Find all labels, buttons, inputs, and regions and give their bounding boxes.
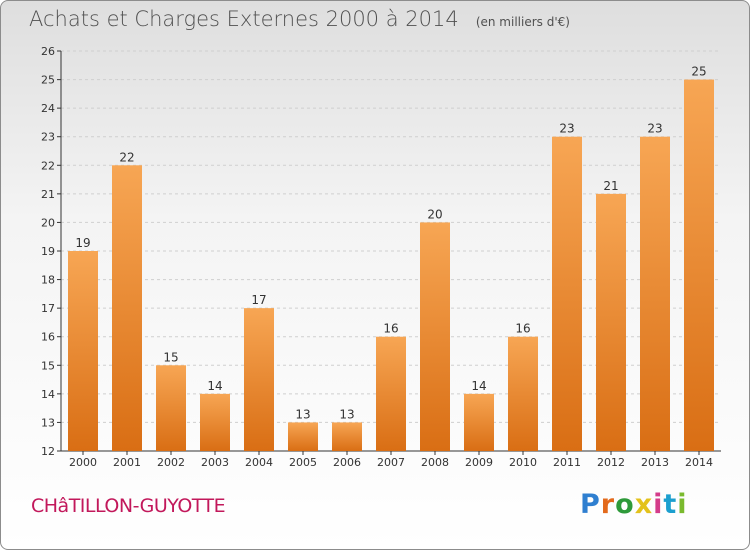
chart-title: Achats et Charges Externes 2000 à 2014 [29,7,459,31]
y-tick-label: 23 [41,131,55,144]
proxiti-logo[interactable]: Proxiti [580,489,688,520]
data-label: 19 [75,236,90,250]
bar [596,193,626,451]
x-tick-label: 2007 [377,456,405,469]
bar [288,422,318,451]
data-label: 20 [427,207,442,221]
y-tick-label: 15 [41,359,55,372]
bar [684,79,714,452]
commune-name: CHâTILLON-GUYOTTE [31,495,226,517]
data-label: 23 [559,122,574,136]
bar [332,422,362,451]
y-tick-label: 20 [41,216,55,229]
bar [156,365,186,451]
bar [640,136,670,451]
logo-letter-2: r [600,489,616,520]
data-label: 15 [163,350,178,364]
x-tick-label: 2004 [245,456,273,469]
logo-letter-5: i [653,489,664,520]
y-tick-label: 18 [41,274,55,287]
data-label: 16 [515,322,530,336]
data-label: 21 [603,179,618,193]
x-tick-label: 2001 [113,456,141,469]
x-tick-label: 2013 [641,456,669,469]
x-tick-label: 2009 [465,456,493,469]
y-tick-label: 14 [41,388,55,401]
bar [508,336,538,451]
bar [200,393,230,451]
bar [112,165,142,452]
y-tick-label: 26 [41,45,55,58]
x-tick-label: 2003 [201,456,229,469]
x-tick-label: 2012 [597,456,625,469]
logo-letter-7: i [677,489,688,520]
y-tick-label: 22 [41,159,55,172]
x-tick-label: 2006 [333,456,361,469]
x-tick-label: 2002 [157,456,185,469]
data-label: 23 [647,122,662,136]
x-tick-label: 2010 [509,456,537,469]
title-row: Achats et Charges Externes 2000 à 2014 (… [29,7,570,31]
x-tick-label: 2008 [421,456,449,469]
data-label: 13 [339,407,354,421]
logo-letter-4: x [634,489,654,520]
x-tick-label: 2005 [289,456,317,469]
data-label: 22 [119,150,134,164]
logo-letter-6: t [663,489,678,520]
y-tick-label: 24 [41,102,55,115]
data-label: 17 [251,293,266,307]
data-label: 25 [691,65,706,79]
x-tick-label: 2011 [553,456,581,469]
x-tick-label: 2000 [69,456,97,469]
data-label: 14 [471,379,486,393]
y-tick-label: 17 [41,302,55,315]
bar [244,308,274,451]
bar [552,136,582,451]
data-label: 16 [383,322,398,336]
y-tick-label: 19 [41,245,55,258]
bar [376,336,406,451]
y-tick-label: 12 [41,445,55,458]
data-label: 14 [207,379,222,393]
data-label: 13 [295,407,310,421]
y-tick-label: 25 [41,74,55,87]
logo-letter-3: o [615,489,635,520]
bar [420,222,450,451]
chart-subtitle: (en milliers d'€) [475,15,570,29]
y-tick-label: 21 [41,188,55,201]
y-tick-label: 16 [41,331,55,344]
bar [68,251,98,451]
x-tick-label: 2014 [685,456,713,469]
y-tick-label: 13 [41,416,55,429]
bar [464,393,494,451]
logo-letter-1: P [580,489,601,520]
